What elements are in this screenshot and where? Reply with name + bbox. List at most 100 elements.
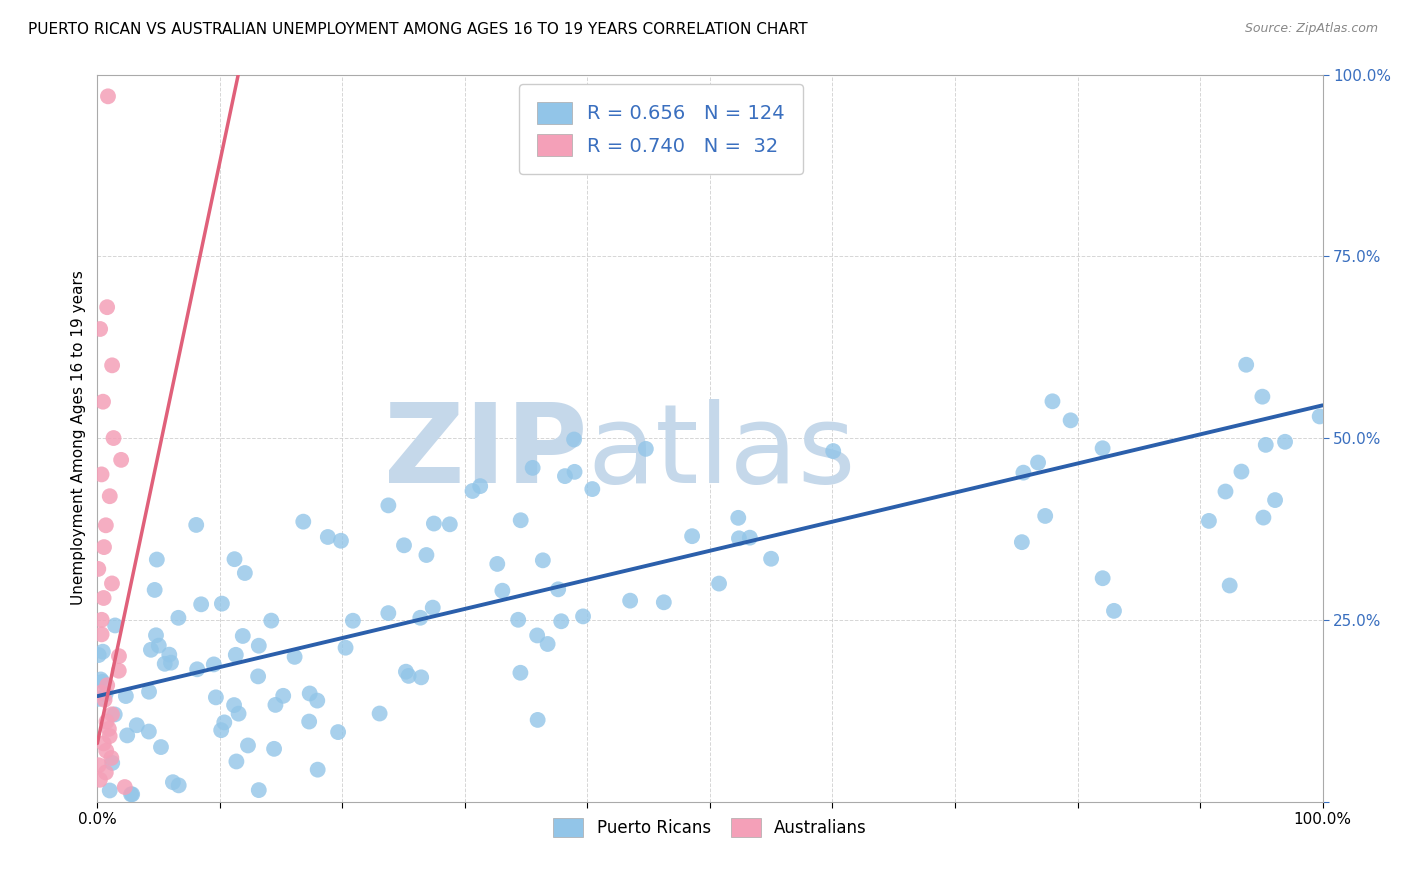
Point — [491, 583, 513, 598]
Point — [225, 755, 247, 769]
Point — [224, 552, 246, 566]
Point — [263, 742, 285, 756]
Point — [120, 787, 142, 801]
Point — [522, 461, 544, 475]
Point — [114, 780, 136, 794]
Point — [138, 684, 160, 698]
Point — [190, 597, 212, 611]
Point — [307, 693, 329, 707]
Point — [581, 482, 603, 496]
Point — [422, 600, 444, 615]
Point — [205, 690, 228, 705]
Point — [100, 751, 122, 765]
Point — [486, 557, 509, 571]
Point — [93, 736, 115, 750]
Point — [619, 593, 641, 607]
Point — [531, 553, 554, 567]
Point — [377, 499, 399, 513]
Point — [461, 483, 484, 498]
Point — [167, 611, 190, 625]
Point — [96, 300, 118, 314]
Text: ZIP: ZIP — [384, 399, 588, 506]
Point — [98, 489, 121, 503]
Point — [222, 698, 245, 712]
Point — [508, 613, 530, 627]
Point — [96, 678, 118, 692]
Point — [1219, 578, 1241, 592]
Point — [536, 637, 558, 651]
Point — [1102, 604, 1125, 618]
Y-axis label: Unemployment Among Ages 16 to 19 years: Unemployment Among Ages 16 to 19 years — [72, 270, 86, 606]
Point — [153, 657, 176, 671]
Point — [90, 627, 112, 641]
Point — [139, 642, 162, 657]
Point — [329, 533, 352, 548]
Point — [90, 613, 112, 627]
Point — [823, 444, 845, 458]
Point — [307, 763, 329, 777]
Point — [260, 614, 283, 628]
Point — [298, 686, 321, 700]
Point — [97, 89, 120, 103]
Point — [392, 538, 415, 552]
Point — [247, 669, 270, 683]
Point — [409, 611, 432, 625]
Point — [727, 511, 749, 525]
Point — [101, 756, 124, 770]
Text: atlas: atlas — [588, 399, 856, 506]
Point — [368, 706, 391, 721]
Point — [157, 648, 180, 662]
Point — [1230, 465, 1253, 479]
Point — [564, 465, 586, 479]
Point — [96, 744, 118, 758]
Point — [115, 728, 138, 742]
Point — [143, 582, 166, 597]
Point — [90, 673, 112, 687]
Point — [162, 775, 184, 789]
Point — [233, 566, 256, 580]
Point — [93, 693, 115, 707]
Point — [415, 548, 437, 562]
Point — [1253, 510, 1275, 524]
Point — [91, 394, 114, 409]
Text: Source: ZipAtlas.com: Source: ZipAtlas.com — [1244, 22, 1378, 36]
Point — [104, 618, 127, 632]
Point — [108, 649, 131, 664]
Point — [91, 674, 114, 689]
Point — [271, 689, 294, 703]
Point — [1026, 456, 1049, 470]
Point — [470, 479, 492, 493]
Text: PUERTO RICAN VS AUSTRALIAN UNEMPLOYMENT AMONG AGES 16 TO 19 YEARS CORRELATION CH: PUERTO RICAN VS AUSTRALIAN UNEMPLOYMENT … — [28, 22, 807, 37]
Point — [1042, 394, 1064, 409]
Point — [89, 322, 111, 336]
Point — [145, 628, 167, 642]
Point — [1033, 508, 1056, 523]
Point — [96, 714, 118, 729]
Point — [115, 689, 138, 703]
Point — [186, 662, 208, 676]
Point — [148, 639, 170, 653]
Point — [1309, 409, 1331, 424]
Point — [107, 664, 129, 678]
Point — [232, 629, 254, 643]
Point — [1234, 358, 1257, 372]
Point — [509, 513, 531, 527]
Point — [98, 783, 121, 797]
Point — [101, 359, 124, 373]
Point — [681, 529, 703, 543]
Point — [89, 772, 111, 787]
Point — [90, 685, 112, 699]
Point — [1274, 434, 1296, 449]
Point — [423, 516, 446, 531]
Point — [228, 706, 250, 721]
Point — [97, 722, 120, 736]
Point — [93, 591, 115, 605]
Point — [550, 614, 572, 628]
Point — [160, 656, 183, 670]
Point — [264, 698, 287, 712]
Point — [87, 562, 110, 576]
Point — [738, 531, 761, 545]
Point — [1091, 442, 1114, 456]
Point — [398, 669, 420, 683]
Point — [121, 787, 143, 801]
